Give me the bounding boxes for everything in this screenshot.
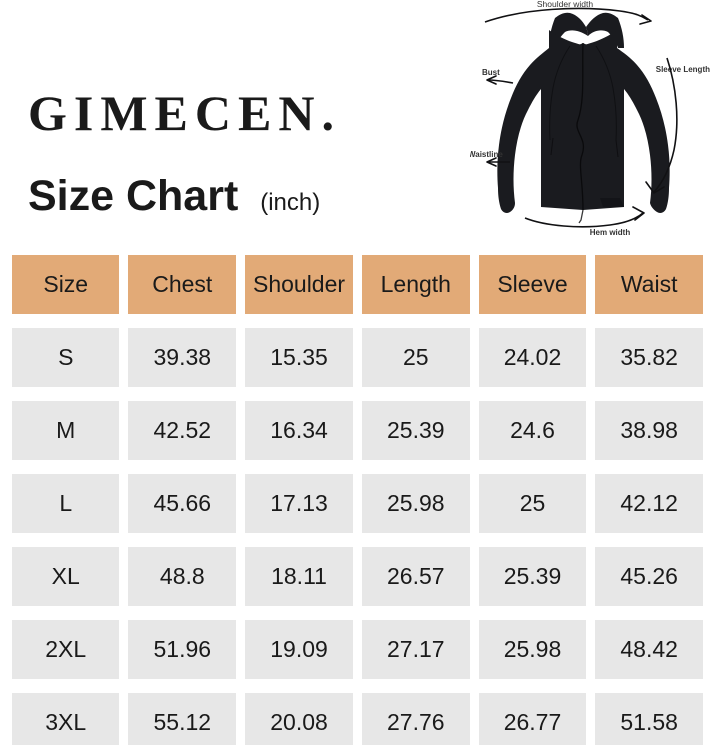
svg-text:Bust: Bust: [482, 68, 500, 77]
svg-text:Shoulder width: Shoulder width: [537, 0, 594, 9]
svg-text:Sleeve Length: Sleeve Length: [656, 65, 710, 74]
svg-text:Waistline: Waistline: [470, 150, 503, 159]
svg-text:Hem width: Hem width: [590, 228, 631, 236]
